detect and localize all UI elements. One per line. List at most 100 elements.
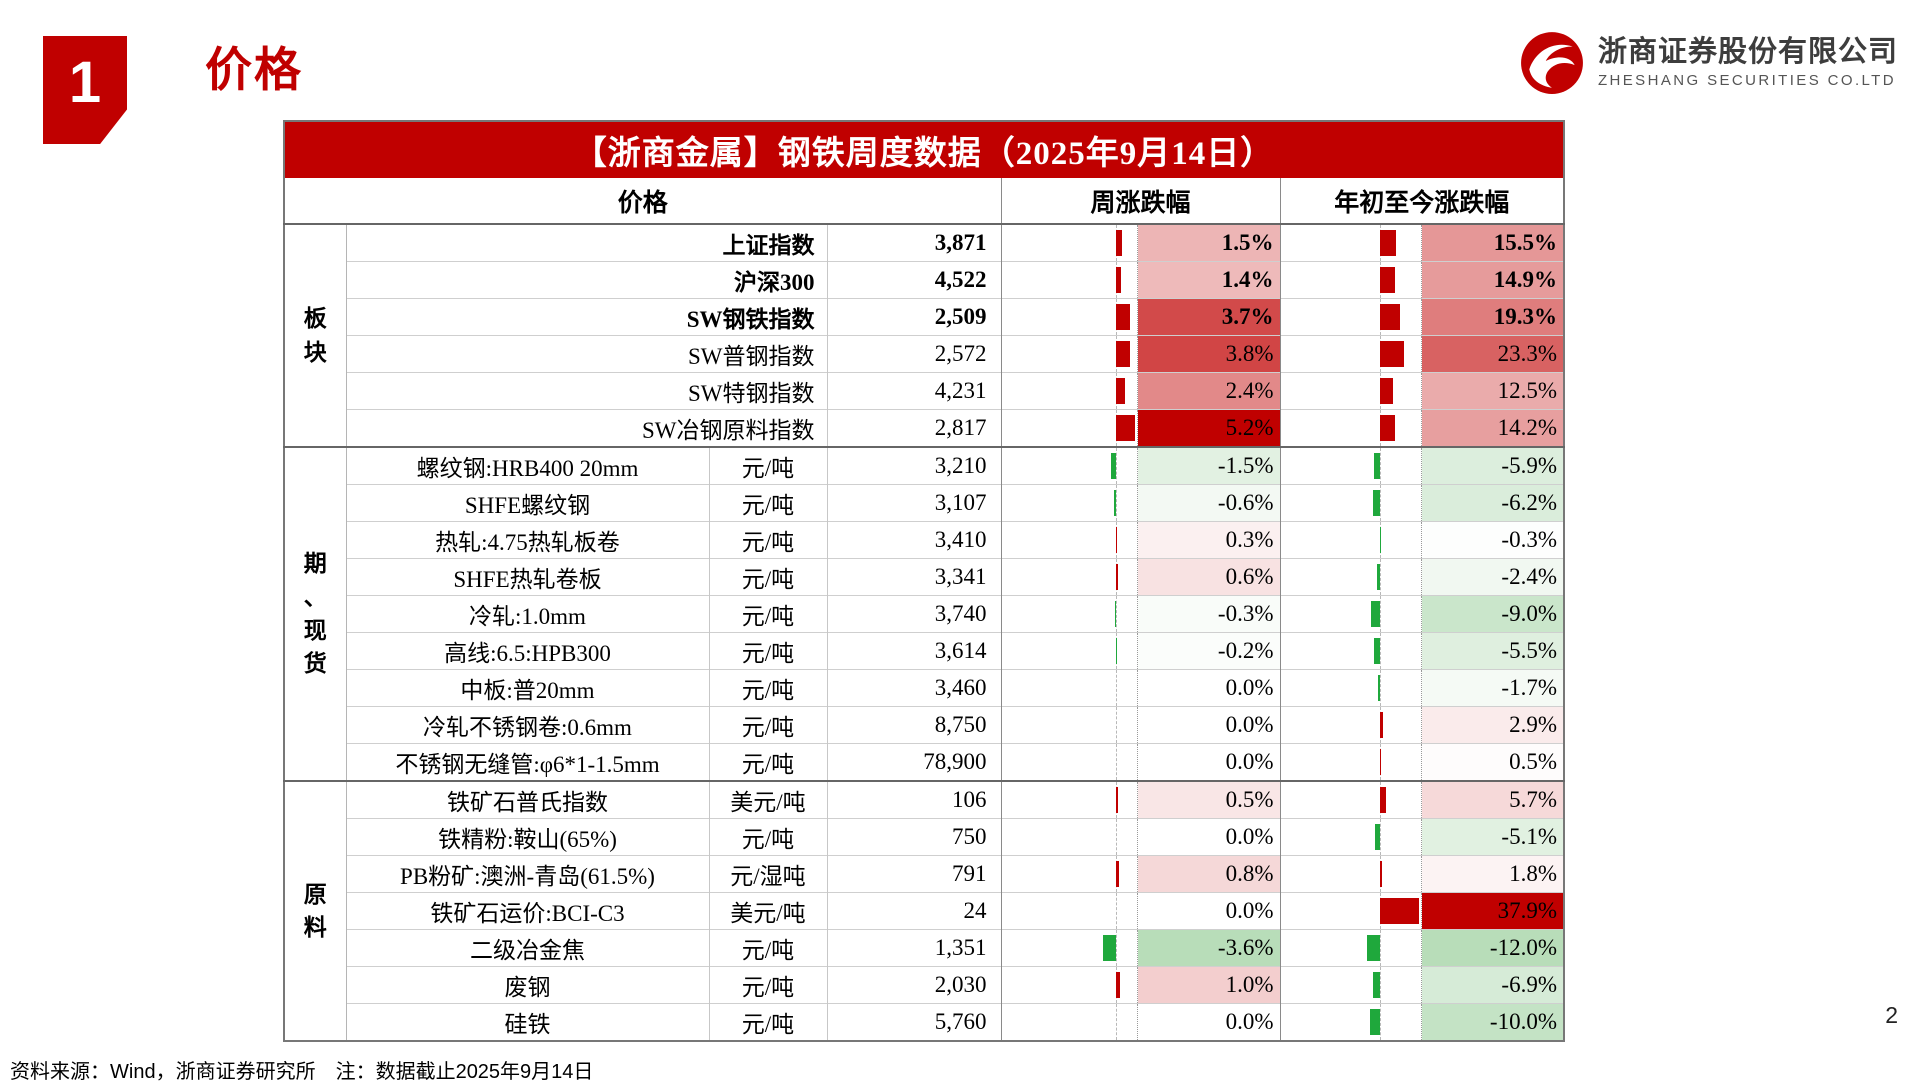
table-header-row: 价格 周涨跌幅 年初至今涨跌幅: [284, 178, 1564, 224]
ytd-change-value: -6.2%: [1421, 485, 1564, 522]
ytd-change-value: 19.3%: [1421, 299, 1564, 336]
item-value: 2,509: [827, 299, 1001, 336]
item-value: 4,231: [827, 373, 1001, 410]
item-unit: 元/吨: [709, 485, 827, 522]
weekly-bar-cell: [1001, 856, 1137, 893]
bar-track: [1281, 373, 1421, 409]
ytd-bar-cell: [1280, 819, 1421, 856]
ytd-bar-cell: [1280, 447, 1421, 485]
bar-track: [1002, 930, 1137, 966]
bar-track: [1281, 522, 1421, 558]
ytd-bar-cell: [1280, 410, 1421, 448]
ytd-change-value: -5.5%: [1421, 633, 1564, 670]
negative-data-bar: [1375, 824, 1380, 850]
bar-track: [1281, 930, 1421, 966]
bar-track: [1281, 670, 1421, 706]
header-price: 价格: [284, 178, 1001, 224]
bar-track: [1281, 967, 1421, 1003]
steel-weekly-data-table: 【浙商金属】钢铁周度数据（2025年9月14日） 价格 周涨跌幅 年初至今涨跌幅…: [283, 120, 1565, 1042]
ytd-bar-cell: [1280, 262, 1421, 299]
bar-track: [1281, 559, 1421, 595]
ytd-bar-cell: [1280, 856, 1421, 893]
ytd-bar-cell: [1280, 485, 1421, 522]
item-name: 二级冶金焦: [346, 930, 709, 967]
item-unit: 元/吨: [709, 744, 827, 782]
ytd-bar-cell: [1280, 744, 1421, 782]
ytd-change-value: 0.5%: [1421, 744, 1564, 782]
ytd-bar-cell: [1280, 336, 1421, 373]
bar-axis: [1116, 744, 1117, 780]
weekly-bar-cell: [1001, 596, 1137, 633]
weekly-bar-cell: [1001, 670, 1137, 707]
negative-data-bar: [1116, 638, 1117, 664]
ytd-change-value: 2.9%: [1421, 707, 1564, 744]
bar-track: [1281, 299, 1421, 335]
bar-track: [1002, 819, 1137, 855]
bar-axis: [1380, 522, 1381, 558]
group-label: 原料: [284, 781, 346, 1041]
ytd-bar-cell: [1280, 781, 1421, 819]
bar-track: [1281, 707, 1421, 743]
company-name-en: ZHESHANG SECURITIES CO.LTD: [1598, 70, 1898, 93]
item-name: SHFE热轧卷板: [346, 559, 709, 596]
positive-data-bar: [1116, 787, 1118, 813]
bar-axis: [1116, 596, 1117, 632]
bar-track: [1002, 893, 1137, 929]
ytd-bar-cell: [1280, 633, 1421, 670]
item-unit: 元/吨: [709, 447, 827, 485]
bar-axis: [1380, 448, 1381, 484]
section-number: 1: [69, 54, 101, 112]
ytd-bar-cell: [1280, 224, 1421, 262]
bar-track: [1281, 410, 1421, 446]
item-name: PB粉矿:澳洲-青岛(61.5%): [346, 856, 709, 893]
bar-track: [1281, 1004, 1421, 1040]
weekly-bar-cell: [1001, 262, 1137, 299]
weekly-bar-cell: [1001, 224, 1137, 262]
positive-data-bar: [1380, 267, 1395, 293]
positive-data-bar: [1380, 898, 1419, 924]
bar-track: [1281, 782, 1421, 818]
bar-track: [1002, 670, 1137, 706]
positive-data-bar: [1380, 787, 1386, 813]
item-name: 中板:普20mm: [346, 670, 709, 707]
weekly-bar-cell: [1001, 707, 1137, 744]
bar-axis: [1116, 930, 1117, 966]
ytd-bar-cell: [1280, 522, 1421, 559]
bar-track: [1002, 782, 1137, 818]
item-value: 2,572: [827, 336, 1001, 373]
item-name: SW普钢指数: [346, 336, 827, 373]
ytd-bar-cell: [1280, 596, 1421, 633]
weekly-bar-cell: [1001, 485, 1137, 522]
ytd-change-value: 14.2%: [1421, 410, 1564, 448]
ytd-bar-cell: [1280, 893, 1421, 930]
item-value: 3,210: [827, 447, 1001, 485]
bar-axis: [1380, 485, 1381, 521]
bar-axis: [1380, 633, 1381, 669]
positive-data-bar: [1380, 712, 1383, 738]
bar-track: [1281, 485, 1421, 521]
ytd-bar-cell: [1280, 1004, 1421, 1042]
bar-track: [1002, 485, 1137, 521]
ytd-change-value: -9.0%: [1421, 596, 1564, 633]
weekly-bar-cell: [1001, 373, 1137, 410]
weekly-bar-cell: [1001, 410, 1137, 448]
positive-data-bar: [1380, 230, 1396, 256]
header-ytd-change: 年初至今涨跌幅: [1280, 178, 1564, 224]
item-unit: 美元/吨: [709, 781, 827, 819]
group-label: 板块: [284, 224, 346, 447]
positive-data-bar: [1380, 749, 1381, 775]
item-value: 750: [827, 819, 1001, 856]
item-name: 不锈钢无缝管:φ6*1-1.5mm: [346, 744, 709, 782]
weekly-change-value: 1.5%: [1137, 224, 1280, 262]
ytd-change-value: -12.0%: [1421, 930, 1564, 967]
bar-axis: [1380, 1004, 1381, 1040]
positive-data-bar: [1116, 267, 1121, 293]
